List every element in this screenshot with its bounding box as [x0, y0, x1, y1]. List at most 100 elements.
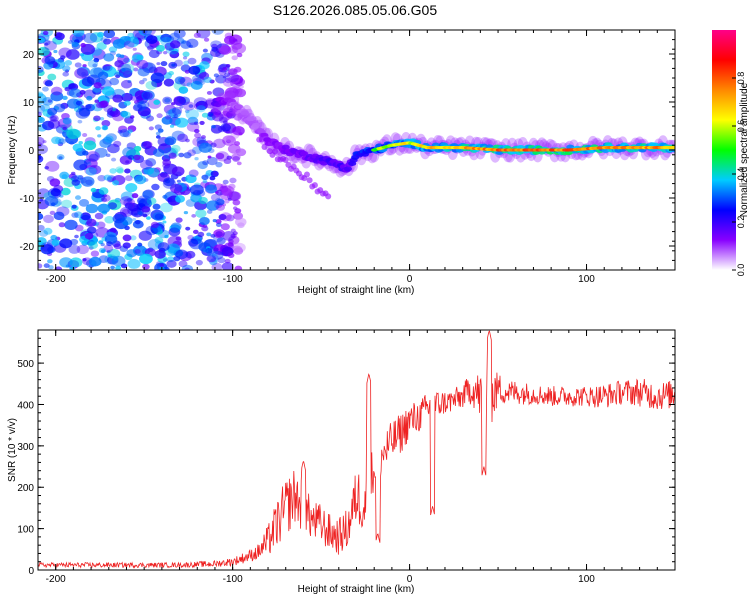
spectrogram-noise-cell: [173, 30, 186, 39]
spectrogram-noise-cell: [77, 175, 84, 180]
spectrogram-noise-cell: [138, 230, 152, 241]
spectrogram-noise-cell: [105, 133, 117, 142]
spectrogram-noise-cell: [74, 62, 82, 68]
spectrogram-noise-cell: [112, 180, 120, 186]
spectrogram-noise-cell: [43, 227, 53, 235]
spectrogram-noise-cell: [109, 108, 121, 118]
spectrogram-noise-cell: [42, 86, 49, 92]
spectrogram-noise-cell: [38, 37, 46, 44]
spectrogram-noise-cell: [210, 193, 221, 202]
spectrogram-noise-cell: [154, 236, 164, 244]
spectrogram-noise-cell: [71, 204, 77, 209]
spectrogram-x-axis-label: Height of straight line (km): [298, 285, 415, 296]
snr-y-tick-label: 0: [28, 566, 34, 577]
spectrogram-noise-cell: [221, 188, 232, 197]
spectrogram-noise-cell: [195, 259, 203, 266]
spectrogram-noise-cell: [212, 171, 219, 177]
spectrogram-noise-cell: [145, 80, 158, 90]
spectrogram-noise-cell: [125, 175, 133, 182]
spectrogram-noise-cell: [115, 166, 124, 173]
spectrogram-noise-cell: [58, 156, 63, 160]
spectrogram-noise-cell: [154, 213, 164, 220]
spectrogram-noise-cell: [215, 231, 223, 237]
spectrogram-noise-cell: [219, 64, 227, 70]
spectrogram-noise-cell: [167, 243, 180, 254]
spectrogram-noise-cell: [220, 223, 230, 231]
snr-x-tick-label: 0: [407, 574, 413, 585]
spectrogram-noise-cell: [83, 140, 97, 151]
spectrogram-noise-cell: [218, 45, 232, 55]
spectrogram-noise-cell: [171, 166, 185, 177]
spectrogram-noise-cell: [120, 263, 128, 269]
spectrogram-noise-cell: [219, 212, 232, 222]
spectrogram-noise-cell: [58, 138, 67, 145]
spectrogram-y-tick-label: 20: [23, 50, 35, 61]
spectrogram-noise-cell: [100, 249, 106, 253]
spectrogram-noise-cell: [222, 120, 228, 124]
spectrogram-noise-cell: [233, 212, 244, 220]
spectrogram-noise-cell: [133, 67, 139, 72]
spectrogram-noise-cell: [205, 248, 213, 254]
spectrogram-noise-cell: [190, 80, 203, 90]
spectrogram-noise-cell: [201, 135, 206, 139]
spectrogram-noise-cell: [99, 116, 105, 121]
spectrogram-noise-cell: [90, 187, 97, 193]
spectrogram-noise-cell: [198, 196, 208, 205]
spectrogram-noise-cell: [95, 126, 101, 131]
spectrogram-noise-cell: [146, 216, 151, 220]
spectrogram-noise-cell: [193, 121, 199, 126]
spectrogram-noise-cell: [206, 156, 218, 166]
spectrogram-noise-cell: [205, 184, 218, 194]
spectrogram-noise-cell: [109, 77, 120, 86]
spectrogram-noise-cell: [59, 238, 73, 249]
figure-title: S126.2026.085.05.06.G05: [273, 2, 437, 18]
spectrogram-noise-cell: [223, 158, 232, 165]
spectrogram-noise-cell: [44, 56, 56, 65]
spectrogram-noise-cell: [93, 58, 100, 63]
spectrogram-noise-cell: [221, 262, 234, 270]
spectrogram-noise-cell: [38, 65, 44, 74]
spectrogram-noise-cell: [104, 135, 114, 143]
spectrogram-noise-cell: [121, 92, 133, 102]
spectrogram-noise-cell: [215, 219, 222, 224]
spectrogram-noise-cell: [119, 196, 133, 206]
spectrogram-noise-cell: [64, 86, 71, 92]
spectrogram-noise-cell: [179, 105, 184, 109]
snr-x-tick-label: -100: [223, 574, 243, 585]
spectrogram-noise-cell: [202, 179, 208, 184]
spectrogram-noise-cell: [50, 188, 61, 197]
spectrogram-noise-cell: [160, 36, 173, 47]
spectrogram-branch-cell: [303, 171, 310, 178]
spectrogram-noise-cell: [134, 100, 140, 105]
spectrogram-noise-cell: [162, 96, 173, 105]
spectrogram-x-tick-label: -200: [46, 274, 66, 285]
spectrogram-noise-cell: [193, 32, 201, 39]
spectrogram-noise-cell: [141, 30, 156, 36]
spectrogram-noise-cell: [122, 234, 132, 242]
spectrogram-noise-cell: [54, 266, 63, 270]
spectrogram-noise-cell: [183, 101, 195, 111]
spectrogram-noise-cell: [175, 249, 189, 260]
spectrogram-noise-cell: [127, 154, 135, 160]
spectrogram-noise-cell: [197, 161, 208, 170]
snr-marks: [37, 330, 675, 569]
spectrogram-noise-cell: [108, 46, 118, 53]
spectrogram-noise-cell: [236, 52, 243, 58]
spectrogram-noise-cell: [183, 152, 192, 159]
spectrogram-noise-cell: [228, 191, 242, 201]
spectrogram-noise-cell: [62, 117, 72, 125]
spectrogram-noise-cell: [159, 263, 165, 267]
spectrogram-noise-cell: [194, 128, 200, 134]
spectrogram-noise-cell: [169, 200, 177, 206]
snr-frame: [37, 329, 676, 571]
spectrogram-noise-cell: [194, 103, 203, 110]
spectrogram-noise-cell: [182, 56, 188, 60]
spectrogram-noise-cell: [197, 231, 205, 237]
spectrogram-noise-cell: [75, 195, 82, 200]
snr-y-tick-label: 400: [17, 400, 34, 411]
spectrogram-noise-cell: [170, 222, 182, 231]
spectrogram-noise-cell: [59, 257, 73, 268]
spectrogram-noise-cell: [111, 107, 117, 112]
spectrogram-noise-cell: [210, 107, 219, 114]
spectrogram-noise-cell: [115, 74, 121, 79]
